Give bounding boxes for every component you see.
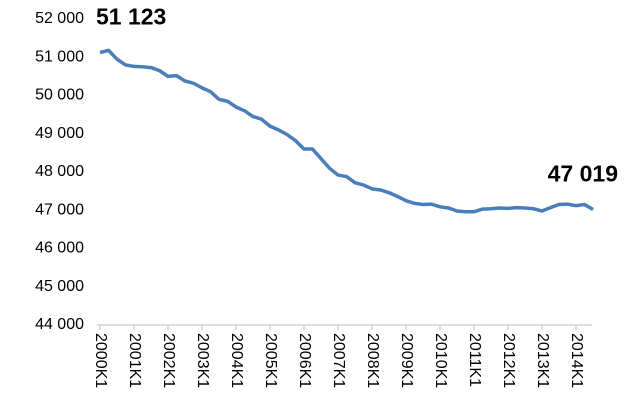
value-label: 51 123 (96, 4, 166, 30)
x-tick-label: 2005K1 (262, 333, 279, 388)
x-tick-label: 2009K1 (398, 333, 415, 388)
line (99, 48, 594, 214)
x-tick-label: 2000K1 (92, 333, 109, 388)
y-tick-label: 46 000 (35, 240, 84, 257)
x-tick-label: 2012K1 (500, 333, 517, 388)
y-tick-label: 47 000 (35, 201, 84, 218)
y-tick-label: 45 000 (35, 278, 84, 295)
x-tick-label: 2002K1 (160, 333, 177, 388)
y-tick-label: 52 000 (35, 10, 84, 27)
value-label: 47 019 (548, 161, 618, 187)
y-tick-label: 49 000 (35, 125, 84, 142)
x-tick-label: 2006K1 (296, 333, 313, 388)
y-tick-label: 50 000 (35, 87, 84, 104)
y-tick-label: 44 000 (35, 316, 84, 333)
x-tick-label: 2014K1 (568, 333, 585, 388)
x-tick-label: 2004K1 (228, 333, 245, 388)
x-tick-label: 2011K1 (466, 333, 483, 387)
x-tick-label: 2008K1 (364, 333, 381, 388)
y-tick-label: 51 000 (35, 48, 84, 65)
x-tick-label: 2001K1 (126, 333, 143, 388)
x-tick-label: 2013K1 (534, 333, 551, 388)
x-tick-label: 2010K1 (432, 333, 449, 388)
y-tick-label: 48 000 (35, 163, 84, 180)
x-tick-label: 2007K1 (330, 333, 347, 388)
x-tick-label: 2003K1 (194, 333, 211, 388)
